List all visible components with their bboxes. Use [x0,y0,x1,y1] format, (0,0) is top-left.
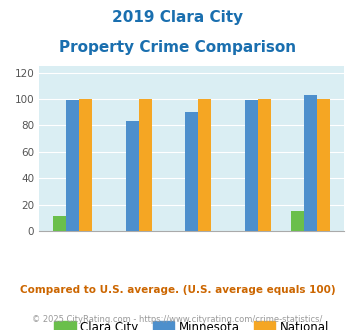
Bar [317,99,331,231]
Bar [53,216,66,231]
Bar [245,100,258,231]
Bar [79,99,92,231]
Bar [304,95,317,231]
Bar [66,100,79,231]
Bar [185,112,198,231]
Bar [291,211,304,231]
Text: Property Crime Comparison: Property Crime Comparison [59,40,296,54]
Bar [126,121,139,231]
Legend: Clara City, Minnesota, National: Clara City, Minnesota, National [50,316,334,330]
Text: 2019 Clara City: 2019 Clara City [112,10,243,25]
Bar [198,99,211,231]
Bar [139,99,152,231]
Text: Compared to U.S. average. (U.S. average equals 100): Compared to U.S. average. (U.S. average … [20,285,335,295]
Text: © 2025 CityRating.com - https://www.cityrating.com/crime-statistics/: © 2025 CityRating.com - https://www.city… [32,315,323,324]
Bar [258,99,271,231]
